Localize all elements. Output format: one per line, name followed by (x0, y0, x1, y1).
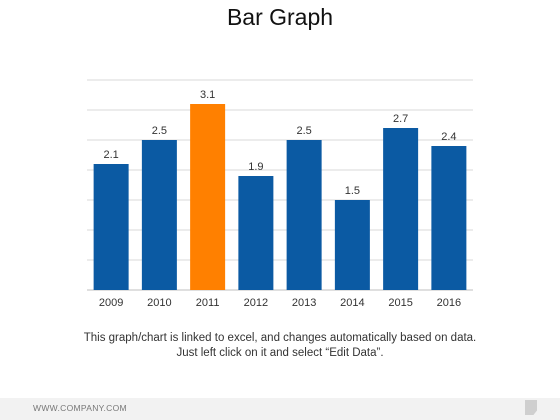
x-tick-label: 2011 (196, 297, 220, 309)
bar[interactable] (383, 128, 419, 290)
bar[interactable] (334, 200, 370, 290)
data-label: 3.1 (200, 89, 215, 101)
data-label: 1.5 (345, 185, 360, 197)
bar[interactable] (286, 140, 322, 290)
data-label: 2.1 (103, 149, 118, 161)
bar[interactable] (93, 164, 129, 290)
x-tick-label: 2010 (147, 297, 171, 309)
x-tick-label: 2013 (292, 297, 316, 309)
data-label: 2.5 (296, 125, 311, 137)
data-label: 2.4 (441, 131, 456, 143)
chart-caption: This graph/chart is linked to excel, and… (83, 332, 477, 359)
x-tick-label: 2012 (244, 297, 268, 309)
bar-chart[interactable]: 2.1 2009 2.5 2010 3.1 2011 1.9 2012 2.5 2013 1.5 20… (0, 0, 560, 330)
bar[interactable] (431, 146, 467, 290)
x-tick-label: 2016 (437, 297, 461, 309)
data-label: 1.9 (248, 161, 263, 173)
page-corner-icon (525, 400, 537, 415)
footer-bar: WWW.COMPANY.COM (0, 398, 560, 420)
data-label: 2.5 (152, 125, 167, 137)
data-label: 2.7 (393, 113, 408, 125)
bar[interactable] (141, 140, 177, 290)
bar[interactable] (238, 176, 274, 290)
x-tick-label: 2009 (99, 297, 123, 309)
x-tick-label: 2014 (340, 297, 364, 309)
footer-website: WWW.COMPANY.COM (33, 403, 127, 413)
bar[interactable] (190, 104, 226, 290)
chart-title: Bar Graph (226, 4, 334, 30)
x-tick-label: 2015 (388, 297, 412, 309)
